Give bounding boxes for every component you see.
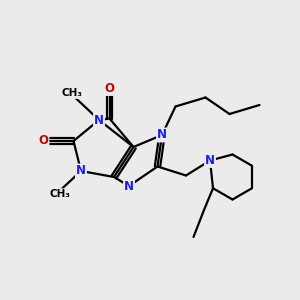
Text: O: O [38,134,49,148]
Text: O: O [104,82,115,95]
Text: CH₃: CH₃ [61,88,82,98]
Text: N: N [76,164,86,178]
Text: CH₃: CH₃ [50,189,70,199]
Text: N: N [94,113,104,127]
Text: N: N [205,154,215,167]
Text: N: N [124,179,134,193]
Text: N: N [157,128,167,142]
